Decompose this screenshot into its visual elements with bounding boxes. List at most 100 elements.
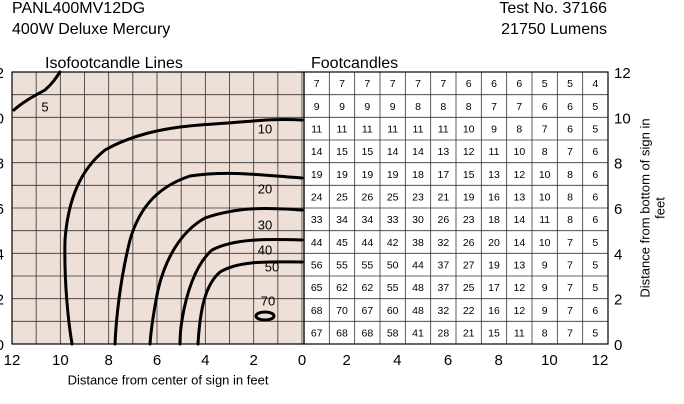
- table-cell: 17: [437, 169, 449, 181]
- table-cell: 6: [592, 214, 598, 226]
- y-tick-label: 6: [614, 201, 622, 218]
- table-cell: 70: [336, 305, 348, 317]
- y-tick-label: 12: [614, 65, 631, 82]
- table-cell: 11: [337, 123, 348, 135]
- table-cell: 7: [390, 78, 396, 90]
- table-cell: 8: [567, 191, 573, 203]
- table-cell: 19: [387, 169, 399, 181]
- table-cell: 6: [592, 305, 598, 317]
- table-cell: 10: [513, 146, 525, 158]
- contour-line: [196, 260, 304, 346]
- table-cell: 55: [361, 259, 373, 271]
- table-cell: 19: [311, 169, 323, 181]
- x-tick-label: 2: [342, 352, 350, 369]
- x-tick-label: 4: [201, 352, 209, 369]
- table-cell: 32: [437, 305, 449, 317]
- table-cell: 15: [361, 146, 373, 158]
- x-tick-label: 6: [153, 352, 161, 369]
- contour-label: 50: [265, 259, 279, 274]
- y-tick-label: 0: [614, 337, 622, 354]
- contour-line: [254, 310, 276, 322]
- table-cell: 5: [542, 78, 548, 90]
- table-cell: 33: [311, 214, 323, 226]
- table-cell: 16: [488, 305, 500, 317]
- table-cell: 12: [513, 169, 525, 181]
- table-cell: 55: [336, 259, 348, 271]
- contour-line: [63, 117, 304, 346]
- table-cell: 44: [412, 259, 424, 271]
- contour-line: [12, 70, 62, 112]
- table-cell: 14: [513, 214, 525, 226]
- table-cell: 19: [336, 169, 348, 181]
- y-tick-label: 4: [614, 246, 622, 263]
- table-cell: 8: [440, 101, 446, 113]
- table-cell: 11: [362, 123, 373, 135]
- x-tick-label: 8: [494, 352, 502, 369]
- lamp: 400W Deluxe Mercury: [12, 21, 170, 38]
- table-cell: 48: [412, 305, 424, 317]
- table-cell: 68: [336, 327, 348, 339]
- y-tick-label: 10: [614, 110, 631, 127]
- table-cell: 27: [463, 259, 475, 271]
- table-cell: 13: [513, 259, 525, 271]
- table-cell: 11: [514, 327, 525, 339]
- y-axis-label-line: Distance from bottom of sign in: [637, 118, 652, 297]
- table-cell: 7: [440, 78, 446, 90]
- table-cell: 7: [567, 146, 573, 158]
- table-cell: 14: [387, 146, 399, 158]
- table-cell: 23: [463, 214, 475, 226]
- table-cell: 10: [463, 123, 475, 135]
- table-cell: 62: [361, 282, 373, 294]
- contour-label: 40: [258, 242, 272, 257]
- table-cell: 6: [592, 169, 598, 181]
- table-cell: 65: [311, 282, 323, 294]
- table-cell: 60: [387, 305, 399, 317]
- table-cell: 11: [539, 214, 550, 226]
- table-cell: 7: [516, 101, 522, 113]
- contour-label: 30: [258, 217, 272, 232]
- contour-line: [178, 237, 304, 346]
- table-cell: 28: [437, 327, 449, 339]
- table-cell: 6: [491, 78, 497, 90]
- table-cell: 9: [491, 123, 497, 135]
- x-tick-label: 10: [541, 352, 558, 369]
- table-cell: 62: [336, 282, 348, 294]
- x-tick-label: 10: [52, 352, 69, 369]
- table-cell: 56: [311, 259, 323, 271]
- table-cell: 9: [390, 101, 396, 113]
- table-cell: 6: [466, 78, 472, 90]
- table-cell: 68: [361, 327, 373, 339]
- table-cell: 14: [412, 146, 424, 158]
- table-cell: 26: [361, 191, 373, 203]
- table-cell: 11: [311, 123, 322, 135]
- table-cell: 8: [567, 214, 573, 226]
- lumens: 21750 Lumens: [501, 21, 607, 38]
- table-cell: 7: [567, 305, 573, 317]
- table-cell: 7: [314, 78, 320, 90]
- table-cell: 16: [488, 191, 500, 203]
- x-tick-label: 8: [104, 352, 112, 369]
- table-cell: 8: [542, 146, 548, 158]
- contour-label: 5: [41, 99, 48, 114]
- table-cell: 8: [466, 101, 472, 113]
- table-cell: 8: [542, 327, 548, 339]
- y-tick-label: 8: [614, 156, 622, 173]
- table-cell: 5: [592, 259, 598, 271]
- y-axis-label-line: feet: [652, 197, 667, 219]
- table-cell: 7: [364, 78, 370, 90]
- table-cell: 10: [539, 237, 551, 249]
- table-cell: 58: [387, 327, 399, 339]
- table-cell: 25: [336, 191, 348, 203]
- table-cell: 7: [567, 282, 573, 294]
- table-cell: 17: [488, 282, 500, 294]
- table-cell: 25: [387, 191, 399, 203]
- table-cell: 9: [542, 305, 548, 317]
- y-tick-label: 0: [0, 337, 4, 354]
- y-tick-label: 10: [0, 110, 4, 127]
- x-tick-label: 0: [298, 352, 306, 369]
- table-cell: 15: [463, 169, 475, 181]
- x-tick-label: 2: [249, 352, 257, 369]
- table-cell: 6: [516, 78, 522, 90]
- table-cell: 20: [488, 237, 500, 249]
